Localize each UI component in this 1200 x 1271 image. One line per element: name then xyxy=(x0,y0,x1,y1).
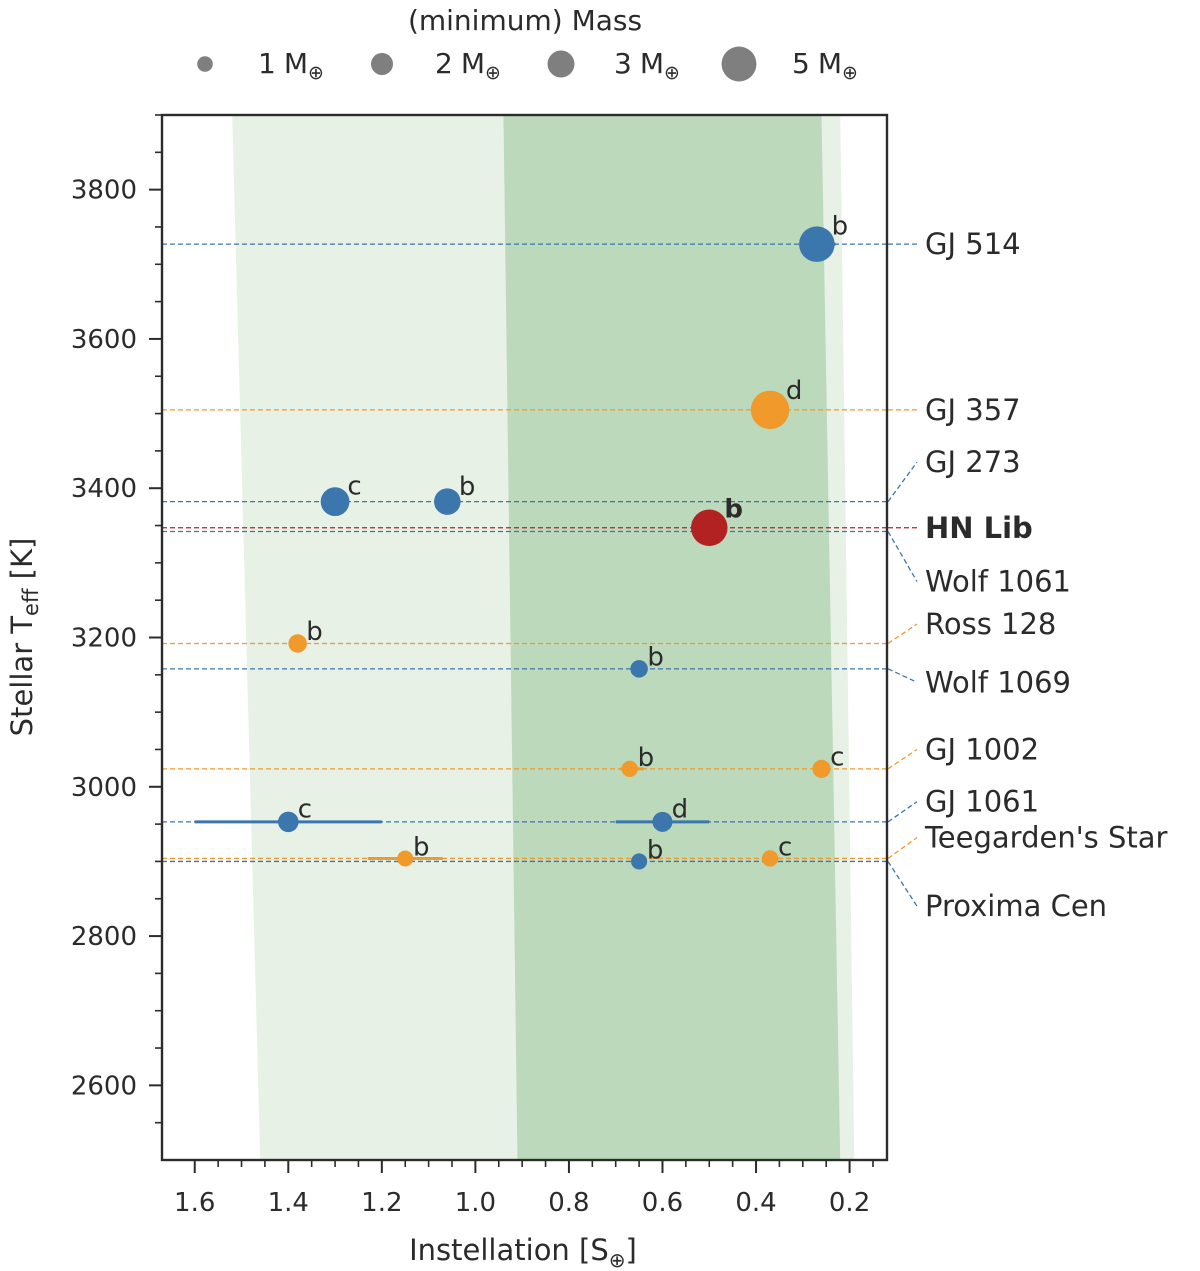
system-line-connector xyxy=(887,837,918,859)
planet-label: c xyxy=(830,742,844,772)
planet-label: d xyxy=(786,376,803,406)
habitable-zone-layer xyxy=(232,115,855,1160)
star-label: GJ 1002 xyxy=(925,732,1039,766)
planet-marker xyxy=(750,390,790,430)
x-tick-label: 0.6 xyxy=(642,1188,683,1218)
planet-marker xyxy=(799,226,835,262)
star-label: Wolf 1069 xyxy=(925,665,1071,699)
y-tick-label: 3000 xyxy=(71,773,137,803)
planet-label: c xyxy=(347,471,361,501)
legend-marker xyxy=(370,52,394,76)
planet-label: b xyxy=(832,211,849,241)
hz-conservative-band xyxy=(503,115,841,1160)
legend-entry-label: 5 M⊕ xyxy=(792,47,858,84)
star-label: HN Lib xyxy=(925,511,1033,545)
x-axis-label-sub: ⊕ xyxy=(609,1248,626,1271)
y-axis-label-unit: [K] xyxy=(5,538,39,589)
legend-entry-value: 2 xyxy=(435,47,453,80)
legend-marker xyxy=(721,46,757,82)
legend-entry-label: 3 M⊕ xyxy=(614,47,680,84)
x-tick-label: 1.0 xyxy=(455,1188,496,1218)
legend-unit-sub: ⊕ xyxy=(842,62,858,84)
x-tick-label: 0.2 xyxy=(829,1188,870,1218)
planet-marker xyxy=(621,760,638,777)
star-label: GJ 1061 xyxy=(925,785,1039,819)
y-axis-label-sub: eff xyxy=(19,588,43,616)
planet-label: c xyxy=(778,833,792,863)
planet-label: b xyxy=(638,743,655,773)
legend-unit-sub: ⊕ xyxy=(664,62,680,84)
star-label: GJ 273 xyxy=(925,445,1021,479)
system-line-connector xyxy=(887,748,918,770)
y-tick-label: 3600 xyxy=(71,325,137,355)
y-tick-label: 2600 xyxy=(71,1071,137,1101)
y-tick-label: 3200 xyxy=(71,624,137,654)
star-label: GJ 514 xyxy=(925,227,1021,261)
x-axis-label-main: Instellation [S xyxy=(409,1233,609,1267)
planet-marker xyxy=(630,660,648,678)
y-axis-label: Stellar Teff [K] xyxy=(5,538,43,737)
axes-layer: 2600 2800 3000 3200 3400 3600 3800 1.6 1.4 1.2 1.0… xyxy=(71,113,889,1218)
system-lines-layer xyxy=(162,243,918,907)
planet-marker xyxy=(631,853,648,870)
planet-marker xyxy=(397,850,414,867)
planet-label: b xyxy=(413,833,430,863)
planet-label: d xyxy=(672,795,689,825)
planet-marker xyxy=(320,487,350,517)
y-tick-label: 3800 xyxy=(71,176,137,206)
planet-marker xyxy=(288,634,307,653)
star-label: Proxima Cen xyxy=(925,889,1107,923)
legend-marker xyxy=(547,50,575,78)
star-label: Ross 128 xyxy=(925,607,1056,641)
system-line-connector xyxy=(887,668,918,683)
x-tick-label: 1.2 xyxy=(361,1188,402,1218)
planet-marker xyxy=(812,759,831,778)
legend-unit-sub: ⊕ xyxy=(485,62,501,84)
legend-unit: M xyxy=(284,47,308,80)
legend-unit: M xyxy=(640,47,664,80)
x-tick-label: 1.6 xyxy=(174,1188,215,1218)
x-axis-label-close: ] xyxy=(626,1233,637,1267)
system-line-connector xyxy=(887,801,918,823)
legend-entry-value: 5 xyxy=(792,47,810,80)
x-tick-label: 0.8 xyxy=(548,1188,589,1218)
planet-label: b xyxy=(459,472,476,502)
system-line-connector xyxy=(887,861,918,907)
star-label: Teegarden's Star xyxy=(924,821,1168,855)
legend-unit: M xyxy=(461,47,485,80)
legend-unit-sub: ⊕ xyxy=(308,62,324,84)
legend-entry-label: 1 M⊕ xyxy=(258,47,324,84)
system-line-connector xyxy=(887,623,918,645)
system-line-connector xyxy=(887,531,918,582)
system-line-connector xyxy=(887,461,918,503)
y-tick-label: 3400 xyxy=(71,474,137,504)
mass-legend: (minimum) Mass 1 M⊕ 2 M⊕ 3 M⊕ 5 M⊕ xyxy=(197,4,858,84)
x-axis-label: Instellation [S⊕] xyxy=(409,1233,637,1271)
planet-label: b xyxy=(724,495,743,525)
planet-marker xyxy=(652,811,673,832)
legend-title: (minimum) Mass xyxy=(408,4,642,37)
planet-marker xyxy=(690,509,728,547)
x-tick-label: 1.4 xyxy=(268,1188,309,1218)
legend-marker xyxy=(197,56,213,72)
legend-entry-value: 3 xyxy=(614,47,632,80)
legend-entry-value: 1 xyxy=(258,47,276,80)
star-labels-layer: GJ 514 GJ 357 GJ 273 HN Lib Wolf 1061 Ross 12… xyxy=(924,227,1168,923)
star-label: Wolf 1061 xyxy=(925,565,1071,599)
x-tick-label: 0.4 xyxy=(735,1188,776,1218)
legend-unit: M xyxy=(818,47,842,80)
y-tick-label: 2800 xyxy=(71,922,137,952)
planet-marker xyxy=(278,811,299,833)
planet-marker xyxy=(434,488,461,515)
legend-entry-label: 2 M⊕ xyxy=(435,47,501,84)
planet-label: b xyxy=(647,836,664,866)
planet-label: b xyxy=(647,643,664,673)
planet-label: c xyxy=(298,794,312,824)
planet-label: b xyxy=(306,617,323,647)
y-axis-label-main: Stellar T xyxy=(5,616,39,737)
star-label: GJ 357 xyxy=(925,393,1021,427)
planet-marker xyxy=(761,850,779,867)
